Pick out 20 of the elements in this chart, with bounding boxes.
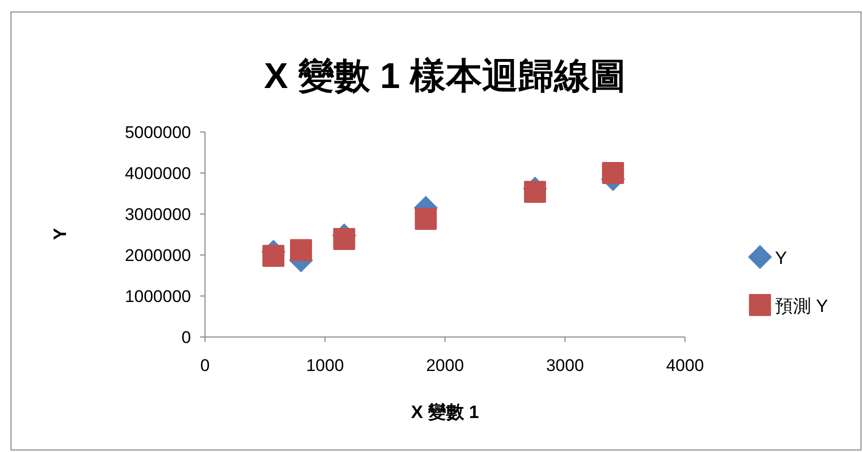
y-tick-label: 5000000 (124, 123, 191, 142)
point (414, 208, 437, 230)
x-tick-label: 3000 (546, 356, 584, 375)
x-tick-label: 2000 (426, 356, 464, 375)
y-tick-label: 2000000 (124, 246, 191, 265)
x-tick-label: 1000 (306, 356, 344, 375)
x-tick-label: 4000 (666, 356, 704, 375)
legend-label: 預測 Y (775, 296, 828, 316)
y-axis-title: Y (50, 228, 70, 240)
point (290, 239, 312, 262)
point (602, 162, 624, 184)
legend-label: Y (775, 248, 788, 268)
x-tick-label: 0 (200, 356, 210, 375)
y-tick-label: 0 (182, 328, 191, 347)
x-axis-title: X 變數 1 (410, 402, 480, 422)
chart-title: X 變數 1 樣本迴歸線圖 (264, 55, 626, 96)
y-tick-label: 3000000 (124, 205, 191, 224)
y-tick-label: 4000000 (124, 164, 191, 183)
point (524, 180, 546, 203)
y-tick-label: 1000000 (124, 287, 191, 306)
